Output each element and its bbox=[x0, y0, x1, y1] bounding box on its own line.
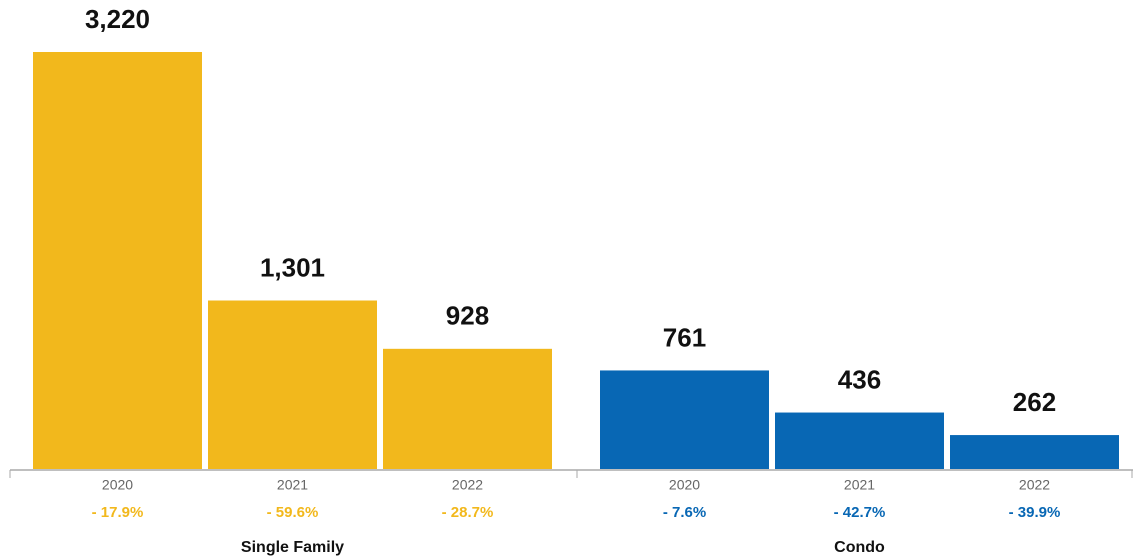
year-label: 2021 bbox=[844, 477, 875, 493]
change-label: - 59.6% bbox=[267, 504, 319, 521]
bar bbox=[600, 370, 769, 469]
bar bbox=[33, 52, 202, 469]
year-label: 2021 bbox=[277, 477, 308, 493]
group-label: Condo bbox=[834, 539, 885, 556]
value-label: 436 bbox=[838, 364, 881, 394]
year-label: 2020 bbox=[102, 477, 133, 493]
value-label: 3,220 bbox=[85, 4, 150, 34]
change-label: - 28.7% bbox=[442, 504, 494, 521]
year-label: 2022 bbox=[1019, 477, 1050, 493]
value-label: 262 bbox=[1013, 387, 1056, 417]
year-label: 2020 bbox=[669, 477, 700, 493]
group-label: Single Family bbox=[241, 539, 344, 556]
change-label: - 17.9% bbox=[92, 504, 144, 521]
bar bbox=[775, 412, 944, 469]
value-label: 761 bbox=[663, 322, 706, 352]
year-label: 2022 bbox=[452, 477, 483, 493]
value-label: 928 bbox=[446, 301, 489, 331]
bar bbox=[950, 435, 1119, 469]
change-label: - 42.7% bbox=[834, 504, 886, 521]
bar bbox=[208, 300, 377, 469]
bar bbox=[383, 348, 552, 469]
change-label: - 7.6% bbox=[663, 504, 706, 521]
value-label: 1,301 bbox=[260, 252, 325, 282]
change-label: - 39.9% bbox=[1009, 504, 1061, 521]
